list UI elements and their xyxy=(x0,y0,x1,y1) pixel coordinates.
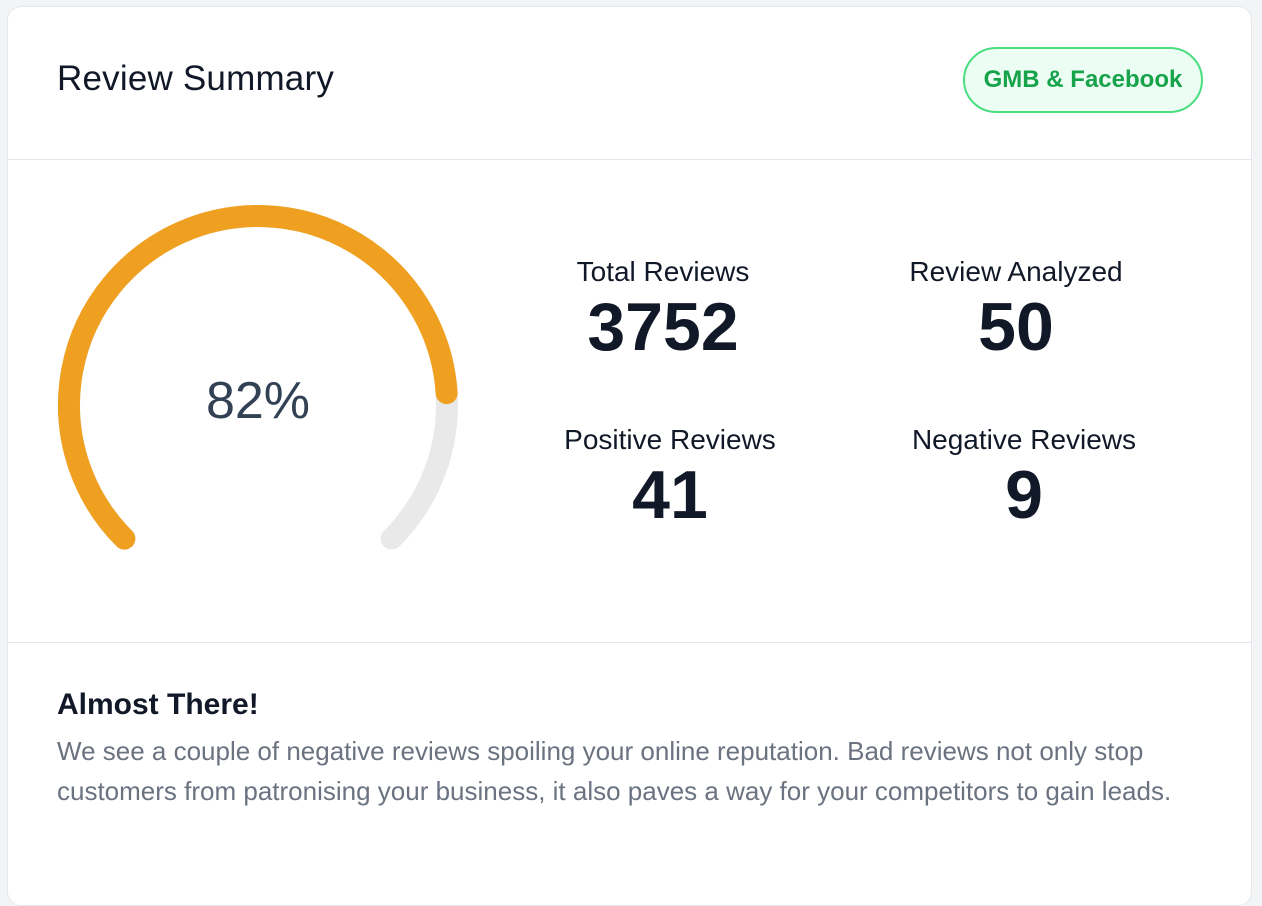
message-body: We see a couple of negative reviews spoi… xyxy=(57,736,1172,806)
review-analyzed-value: 50 xyxy=(978,289,1054,365)
message-title: Almost There! xyxy=(57,688,259,721)
gauge-fill xyxy=(58,205,458,550)
gauge-chart xyxy=(58,204,458,550)
negative-reviews-stat: Negative Reviews 9 xyxy=(874,423,1174,533)
total-reviews-stat: Total Reviews 3752 xyxy=(513,255,813,365)
total-reviews-value: 3752 xyxy=(587,289,739,365)
review-summary-card: Review Summary GMB & Facebook 82% Total … xyxy=(7,6,1252,906)
source-badge[interactable]: GMB & Facebook xyxy=(963,47,1203,113)
negative-reviews-label: Negative Reviews xyxy=(911,424,1137,455)
review-analyzed-stat: Review Analyzed 50 xyxy=(866,255,1166,365)
review-analyzed-label: Review Analyzed xyxy=(909,256,1123,287)
positive-reviews-label: Positive Reviews xyxy=(564,424,776,455)
card-header: Review Summary GMB & Facebook xyxy=(8,7,1251,160)
stats-section: 82% Total Reviews 3752 Review Analyzed 5… xyxy=(8,160,1251,643)
total-reviews-label: Total Reviews xyxy=(576,256,750,287)
gauge-percent-label: 82% xyxy=(205,372,311,430)
negative-reviews-value: 9 xyxy=(1005,457,1043,533)
card-title: Review Summary xyxy=(57,59,335,98)
score-gauge: 82% xyxy=(48,195,468,615)
message-section: Almost There! We see a couple of negativ… xyxy=(57,687,1207,811)
positive-reviews-value: 41 xyxy=(632,457,708,533)
positive-reviews-stat: Positive Reviews 41 xyxy=(520,423,820,533)
